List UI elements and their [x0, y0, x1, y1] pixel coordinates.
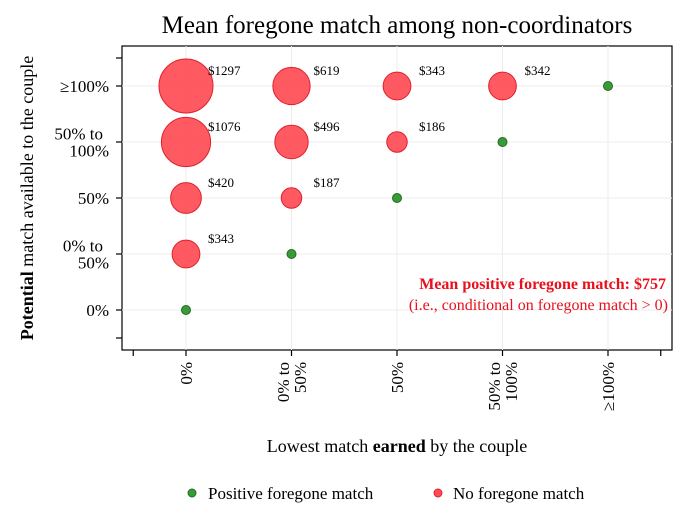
- x-tick-label-line: 100%: [502, 362, 521, 402]
- bubble-value-label: $342: [525, 63, 551, 78]
- x-tick-label: ≥100%: [599, 362, 618, 411]
- bubble-no-foregone: [171, 239, 201, 269]
- bubble-value-labels: $1297 $619 $343 $342 $1076 $496 $186 $420 $187 $3…: [208, 63, 551, 246]
- y-tick-label: 50% to 100%: [54, 125, 109, 161]
- y-tick-label-line: 100%: [69, 142, 109, 161]
- y-tick-label: ≥100%: [60, 77, 109, 96]
- bubble-no-foregone: [170, 182, 202, 214]
- x-tick-label-line: 50%: [388, 362, 407, 393]
- annotation-mean-positive: Mean positive foregone match: $757: [419, 276, 666, 293]
- x-tick-label: 50% to100%: [485, 362, 521, 411]
- legend-marker: [433, 488, 443, 498]
- bubble-no-foregone: [158, 58, 214, 114]
- dot-positive-foregone: [392, 193, 402, 203]
- annotation-conditional-note: (i.e., conditional on foregone match > 0…: [409, 297, 668, 314]
- x-axis-label-post: by the couple: [426, 436, 527, 456]
- legend-label: No foregone match: [453, 484, 585, 503]
- bubble-value-label: $343: [208, 231, 234, 246]
- x-axis-label-bold: earned: [373, 436, 426, 456]
- bubble-value-label: $343: [419, 63, 445, 78]
- dot-positive-foregone: [286, 249, 297, 259]
- y-axis-label: Potential match available to the couple: [17, 56, 37, 340]
- bubble-value-label: $1297: [208, 63, 241, 78]
- x-tick-label-line: 50%: [291, 362, 310, 393]
- y-tick-label: 0%: [86, 301, 109, 320]
- bubble-no-foregone: [272, 66, 311, 106]
- y-tick-labels: 0%0% to 50%50%50% to 100%≥100%: [54, 77, 109, 320]
- x-tick-label-line: 50% to: [485, 362, 504, 411]
- y-tick-label-line: 0% to: [63, 237, 103, 256]
- legend-marker: [187, 488, 197, 498]
- dot-positive-foregone: [181, 305, 191, 315]
- y-tick-label-line: ≥100%: [60, 77, 109, 96]
- x-axis-label-pre: Lowest match: [267, 436, 373, 456]
- x-tick-label: 0% to50%: [274, 362, 310, 402]
- bubbles: [158, 58, 613, 315]
- bubble-value-label: $420: [208, 175, 234, 190]
- y-tick-label: 0% to 50%: [63, 237, 109, 273]
- bubble-value-label: $1076: [208, 119, 241, 134]
- dot-positive-foregone: [603, 81, 613, 91]
- x-axis-label: Lowest match earned by the couple: [267, 436, 527, 456]
- y-tick-label: 50%: [78, 189, 109, 208]
- x-tick-labels: 0% 0% to50% 50% 50% to100% ≥100%: [177, 362, 618, 411]
- y-tick-label-line: 50%: [78, 189, 109, 208]
- x-tick-label-line: 0% to: [274, 362, 293, 402]
- chart-title: Mean foregone match among non-coordinato…: [162, 12, 633, 39]
- y-axis-label-post: match available to the couple: [17, 56, 37, 271]
- y-tick-label-line: 50%: [78, 254, 109, 273]
- legend: Positive foregone match No foregone match: [187, 484, 585, 503]
- legend-label: Positive foregone match: [208, 484, 374, 503]
- bubble-value-label: $496: [314, 119, 341, 134]
- bubble-value-label: $619: [314, 63, 340, 78]
- bubble-value-label: $187: [314, 175, 341, 190]
- bubble-no-foregone: [280, 187, 303, 209]
- bubble-no-foregone: [274, 124, 309, 160]
- axis-ticks: [116, 57, 662, 356]
- bubble-no-foregone: [488, 71, 517, 101]
- x-tick-label-line: ≥100%: [599, 362, 618, 411]
- bubble-no-foregone: [386, 131, 408, 153]
- bubble-value-label: $186: [419, 119, 446, 134]
- dot-positive-foregone: [497, 137, 508, 147]
- y-tick-label-line: 0%: [86, 301, 109, 320]
- bubble-no-foregone: [382, 71, 412, 101]
- x-tick-label: 50%: [388, 362, 407, 393]
- bubble-no-foregone: [160, 116, 212, 168]
- x-tick-label: 0%: [177, 362, 196, 385]
- y-axis-label-bold: Potential: [17, 271, 37, 340]
- y-tick-label-line: 50% to: [54, 125, 103, 144]
- x-tick-label-line: 0%: [177, 362, 196, 385]
